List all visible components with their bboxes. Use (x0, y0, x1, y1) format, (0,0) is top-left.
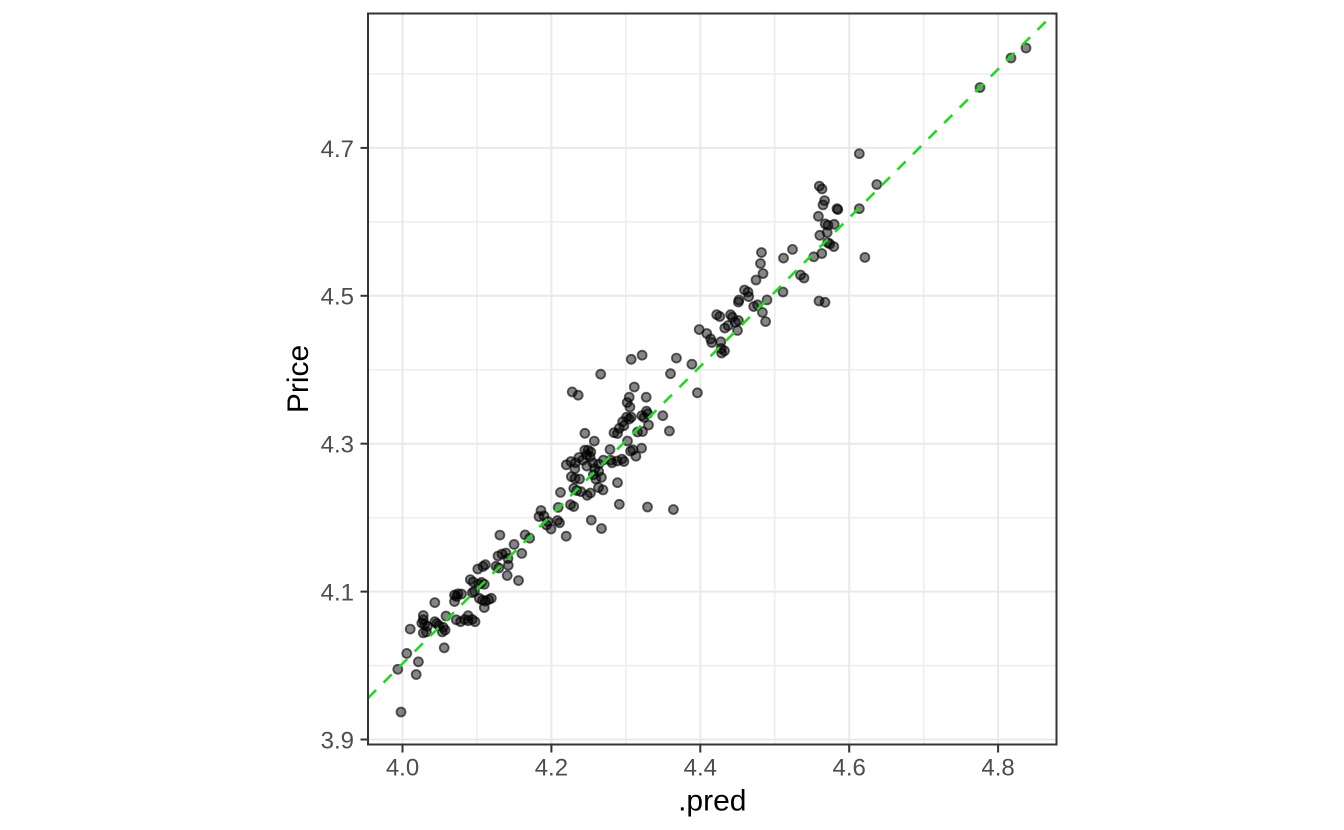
svg-text:Price: Price (282, 345, 315, 413)
svg-text:4.4: 4.4 (684, 755, 717, 782)
svg-text:4.6: 4.6 (833, 755, 866, 782)
svg-text:4.5: 4.5 (321, 284, 354, 311)
svg-text:4.8: 4.8 (981, 755, 1014, 782)
svg-text:.pred: .pred (678, 785, 746, 818)
svg-text:4.0: 4.0 (386, 755, 419, 782)
svg-text:4.2: 4.2 (535, 755, 568, 782)
svg-text:4.7: 4.7 (321, 136, 354, 163)
svg-text:4.1: 4.1 (321, 580, 354, 607)
svg-text:3.9: 3.9 (321, 727, 354, 754)
svg-text:4.3: 4.3 (321, 432, 354, 459)
